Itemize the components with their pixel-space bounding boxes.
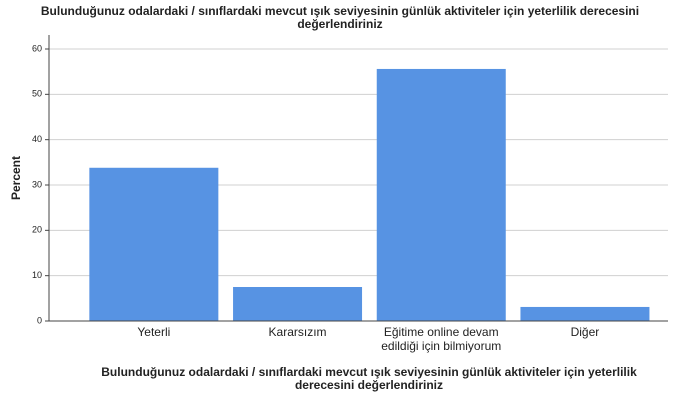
y-axis-label: Percent — [9, 156, 23, 200]
bar — [89, 167, 219, 321]
y-tick-label: 40 — [32, 134, 42, 144]
x-tick-label: Diğer — [571, 325, 600, 339]
chart-title: Bulunduğunuz odalardaki / sınıflardaki m… — [41, 4, 639, 18]
bar — [520, 306, 650, 321]
y-tick-label: 20 — [32, 225, 42, 235]
x-axis-label: Bulunduğunuz odalardaki / sınıflardaki m… — [101, 365, 637, 379]
x-tick-label: Yeterli — [137, 325, 170, 339]
y-tick-label: 50 — [32, 89, 42, 99]
chart-title: değerlendiriniz — [297, 17, 382, 31]
y-tick-label: 0 — [37, 315, 42, 325]
y-tick-label: 60 — [32, 43, 42, 53]
x-tick-label: Kararsızım — [269, 325, 327, 339]
x-axis-label: derecesini değerlendiriniz — [295, 378, 443, 392]
y-tick-label: 30 — [32, 179, 42, 189]
bar — [376, 68, 506, 322]
y-tick-label: 10 — [32, 270, 42, 280]
bar — [233, 287, 363, 321]
x-tick-label: Eğitime online devam edildiği için bilmiy… — [381, 325, 501, 353]
